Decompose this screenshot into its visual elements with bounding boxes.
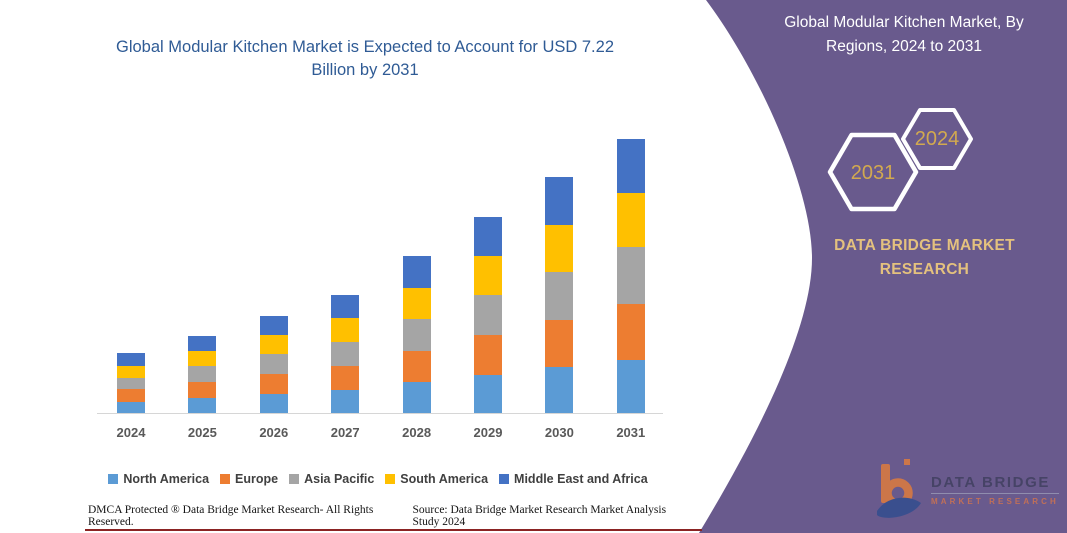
bar-2028 [402, 256, 431, 413]
bar-segment-asia-pacific [259, 354, 288, 375]
x-axis-label-2028: 2028 [402, 425, 432, 440]
bar-2030 [545, 177, 574, 413]
x-axis-line [97, 413, 663, 414]
logo-dot [904, 459, 910, 465]
bar-segment-asia-pacific [616, 247, 645, 305]
bar-2024 [117, 353, 145, 413]
year-badges: 2031 2024 [827, 108, 973, 212]
dbmr-logo-icon [877, 459, 921, 518]
dbmr-logo: DATA BRIDGE MARKET RESEARCH [877, 459, 1062, 521]
bar-segment-asia-pacific [402, 318, 431, 351]
bar-segment-middle-east-and-africa [616, 138, 645, 194]
bar-segment-north-america [188, 397, 217, 413]
x-axis-label-2026: 2026 [259, 425, 289, 440]
brand-wordmark: DATA BRIDGE MARKET RESEARCH [834, 237, 1015, 278]
bar-segment-north-america [616, 359, 645, 413]
bar-segment-north-america [402, 382, 431, 413]
legend-item-north-america: North America [108, 472, 209, 486]
bar-2029 [474, 217, 502, 413]
legend-item-middle-east-and-africa: Middle East and Africa [499, 472, 648, 486]
bar-segment-south-america [259, 334, 288, 355]
legend-swatch [108, 474, 119, 484]
bar-segment-europe [616, 304, 645, 360]
plot-area [97, 128, 663, 413]
bar-segment-europe [474, 335, 502, 375]
legend-item-europe: Europe [220, 472, 278, 486]
bar-segment-south-america [188, 351, 217, 367]
legend-swatch [385, 474, 396, 484]
bar-segment-asia-pacific [474, 295, 502, 336]
logo-d-swoosh [877, 497, 921, 518]
bar-segment-asia-pacific [117, 377, 145, 390]
bar-segment-middle-east-and-africa [259, 315, 288, 335]
bar-segment-south-america [545, 224, 574, 272]
legend-label: Middle East and Africa [514, 472, 648, 486]
bar-2027 [331, 294, 360, 413]
bar-2025 [188, 335, 217, 413]
legend-swatch [289, 474, 300, 484]
chart-title: Global Modular Kitchen Market is Expecte… [116, 38, 614, 79]
bar-segment-asia-pacific [188, 366, 217, 383]
bar-segment-north-america [259, 394, 288, 413]
bar-segment-south-america [117, 365, 145, 378]
legend-swatch [220, 474, 231, 484]
bar-2031 [616, 138, 645, 413]
legend-label: South America [400, 472, 489, 486]
source-text: Source: Data Bridge Market Research Mark… [412, 504, 667, 528]
hexagon-2031-badge [827, 132, 919, 212]
footer: DMCA Protected ® Data Bridge Market Rese… [88, 504, 688, 528]
bar-segment-south-america [616, 193, 645, 248]
bar-segment-middle-east-and-africa [188, 335, 217, 352]
x-axis-label-2027: 2027 [330, 425, 360, 440]
bar-segment-middle-east-and-africa [402, 256, 431, 288]
legend-label: Asia Pacific [304, 472, 375, 486]
x-axis-label-2024: 2024 [116, 425, 146, 440]
legend-item-asia-pacific: Asia Pacific [289, 472, 374, 486]
side-panel-title: Global Modular Kitchen Market, By Region… [784, 14, 1024, 55]
x-axis-label-2030: 2030 [544, 425, 574, 440]
bar-segment-middle-east-and-africa [117, 353, 145, 366]
footer-underline [85, 529, 702, 531]
bar-segment-south-america [402, 287, 431, 319]
bar-segment-south-america [474, 256, 502, 296]
bar-segment-south-america [331, 318, 360, 342]
logo-line2: MARKET RESEARCH [931, 497, 1059, 506]
bar-segment-north-america [331, 389, 360, 413]
x-axis-label-2031: 2031 [616, 425, 646, 440]
legend-swatch [499, 474, 510, 484]
badge-2024-label: 2024 [915, 128, 960, 150]
side-panel-shape [699, 0, 1067, 533]
logo-line1: DATA BRIDGE [931, 474, 1059, 494]
bar-segment-europe [545, 319, 574, 368]
bar-segment-asia-pacific [331, 341, 360, 366]
legend-item-south-america: South America [385, 472, 488, 486]
bar-segment-middle-east-and-africa [331, 294, 360, 319]
dmca-text: DMCA Protected ® Data Bridge Market Rese… [88, 504, 374, 528]
bar-segment-asia-pacific [545, 271, 574, 320]
hexagon-2024-badge [901, 108, 973, 170]
bar-segment-europe [331, 365, 360, 390]
bar-segment-europe [188, 382, 217, 398]
bar-segment-north-america [474, 374, 502, 413]
bar-segment-middle-east-and-africa [474, 217, 502, 257]
bar-segment-europe [117, 389, 145, 402]
badge-2031-label: 2031 [851, 162, 896, 184]
legend: North America Europe Asia Pacific South Ame… [88, 472, 668, 486]
legend-label: North America [123, 472, 210, 486]
bar-segment-north-america [117, 401, 145, 413]
dbmr-logo-text: DATA BRIDGE MARKET RESEARCH [931, 474, 1059, 506]
bar-2026 [259, 315, 288, 413]
legend-label: Europe [235, 472, 279, 486]
bar-segment-north-america [545, 367, 574, 413]
bar-segment-europe [402, 350, 431, 383]
bar-segment-middle-east-and-africa [545, 177, 574, 225]
bar-segment-europe [259, 374, 288, 394]
x-axis-label-2025: 2025 [187, 425, 217, 440]
x-axis-label-2029: 2029 [473, 425, 503, 440]
